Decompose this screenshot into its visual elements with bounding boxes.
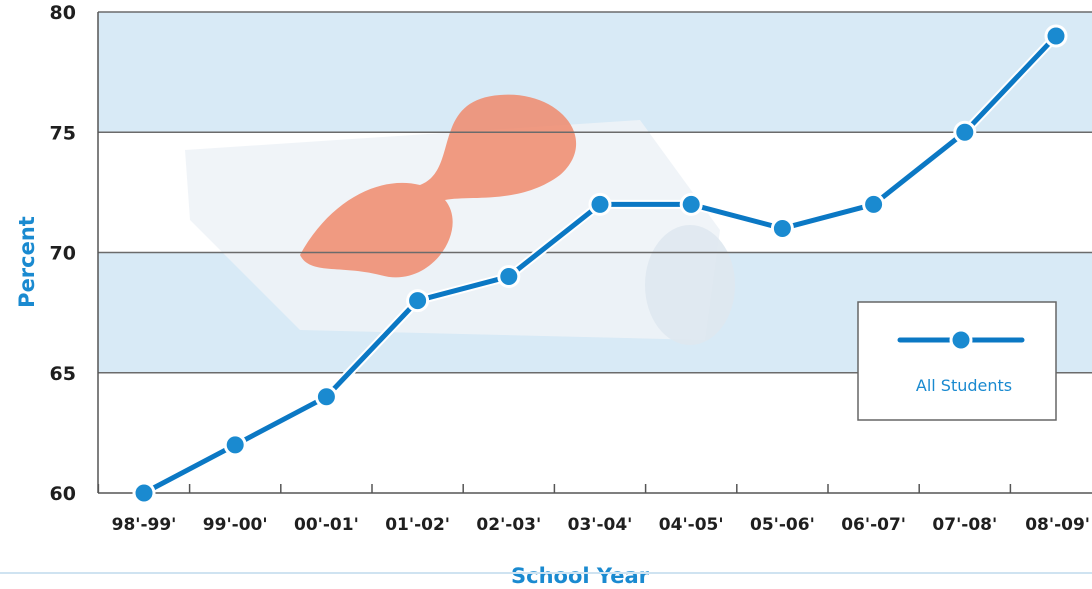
- x-tick-label: 06'-07': [841, 515, 906, 535]
- data-point: [132, 481, 156, 505]
- diploma-illustration: [185, 94, 735, 345]
- data-point: [953, 120, 977, 144]
- x-tick-label: 04'-05': [659, 515, 724, 535]
- y-tick-labels: 60 65 70 75 80: [50, 2, 76, 505]
- data-point: [1044, 24, 1068, 48]
- grid-lines: [98, 11, 1092, 374]
- y-tick-label: 80: [50, 2, 76, 24]
- data-point: [497, 265, 521, 289]
- x-axis-label: School Year: [511, 564, 650, 588]
- x-tick-label: 01'-02': [385, 515, 450, 535]
- band: [98, 12, 1092, 133]
- x-tick-label: 02'-03': [476, 515, 541, 535]
- x-tick-label: 98'-99': [112, 515, 177, 535]
- data-point: [588, 192, 612, 216]
- y-tick-label: 75: [50, 122, 76, 144]
- x-tick-label: 08'-09': [1025, 515, 1090, 535]
- series-all-students: [132, 24, 1068, 505]
- x-tick-label: 03'-04': [568, 515, 633, 535]
- legend-box: [857, 301, 1057, 421]
- x-tick-labels: 98'-99' 99'-00' 00'-01' 01'-02' 02'-03' 03'-0…: [112, 515, 1090, 535]
- data-point: [770, 216, 794, 240]
- y-tick-label: 70: [50, 243, 76, 265]
- legend-label: All Students: [916, 376, 1012, 395]
- legend-marker: [949, 328, 973, 352]
- legend: All Students: [857, 301, 1057, 421]
- data-point: [406, 289, 430, 313]
- y-axis-label: Percent: [15, 216, 39, 308]
- y-tick-label: 60: [50, 483, 76, 505]
- data-point: [862, 192, 886, 216]
- data-point: [223, 433, 247, 457]
- axes: [97, 12, 1092, 494]
- data-point: [679, 192, 703, 216]
- y-tick-label: 65: [50, 363, 76, 385]
- data-point: [314, 385, 338, 409]
- x-tick-label: 00'-01': [294, 515, 359, 535]
- x-tick-label: 07'-08': [932, 515, 997, 535]
- x-tick-label: 05'-06': [750, 515, 815, 535]
- x-tick-label: 99'-00': [203, 515, 268, 535]
